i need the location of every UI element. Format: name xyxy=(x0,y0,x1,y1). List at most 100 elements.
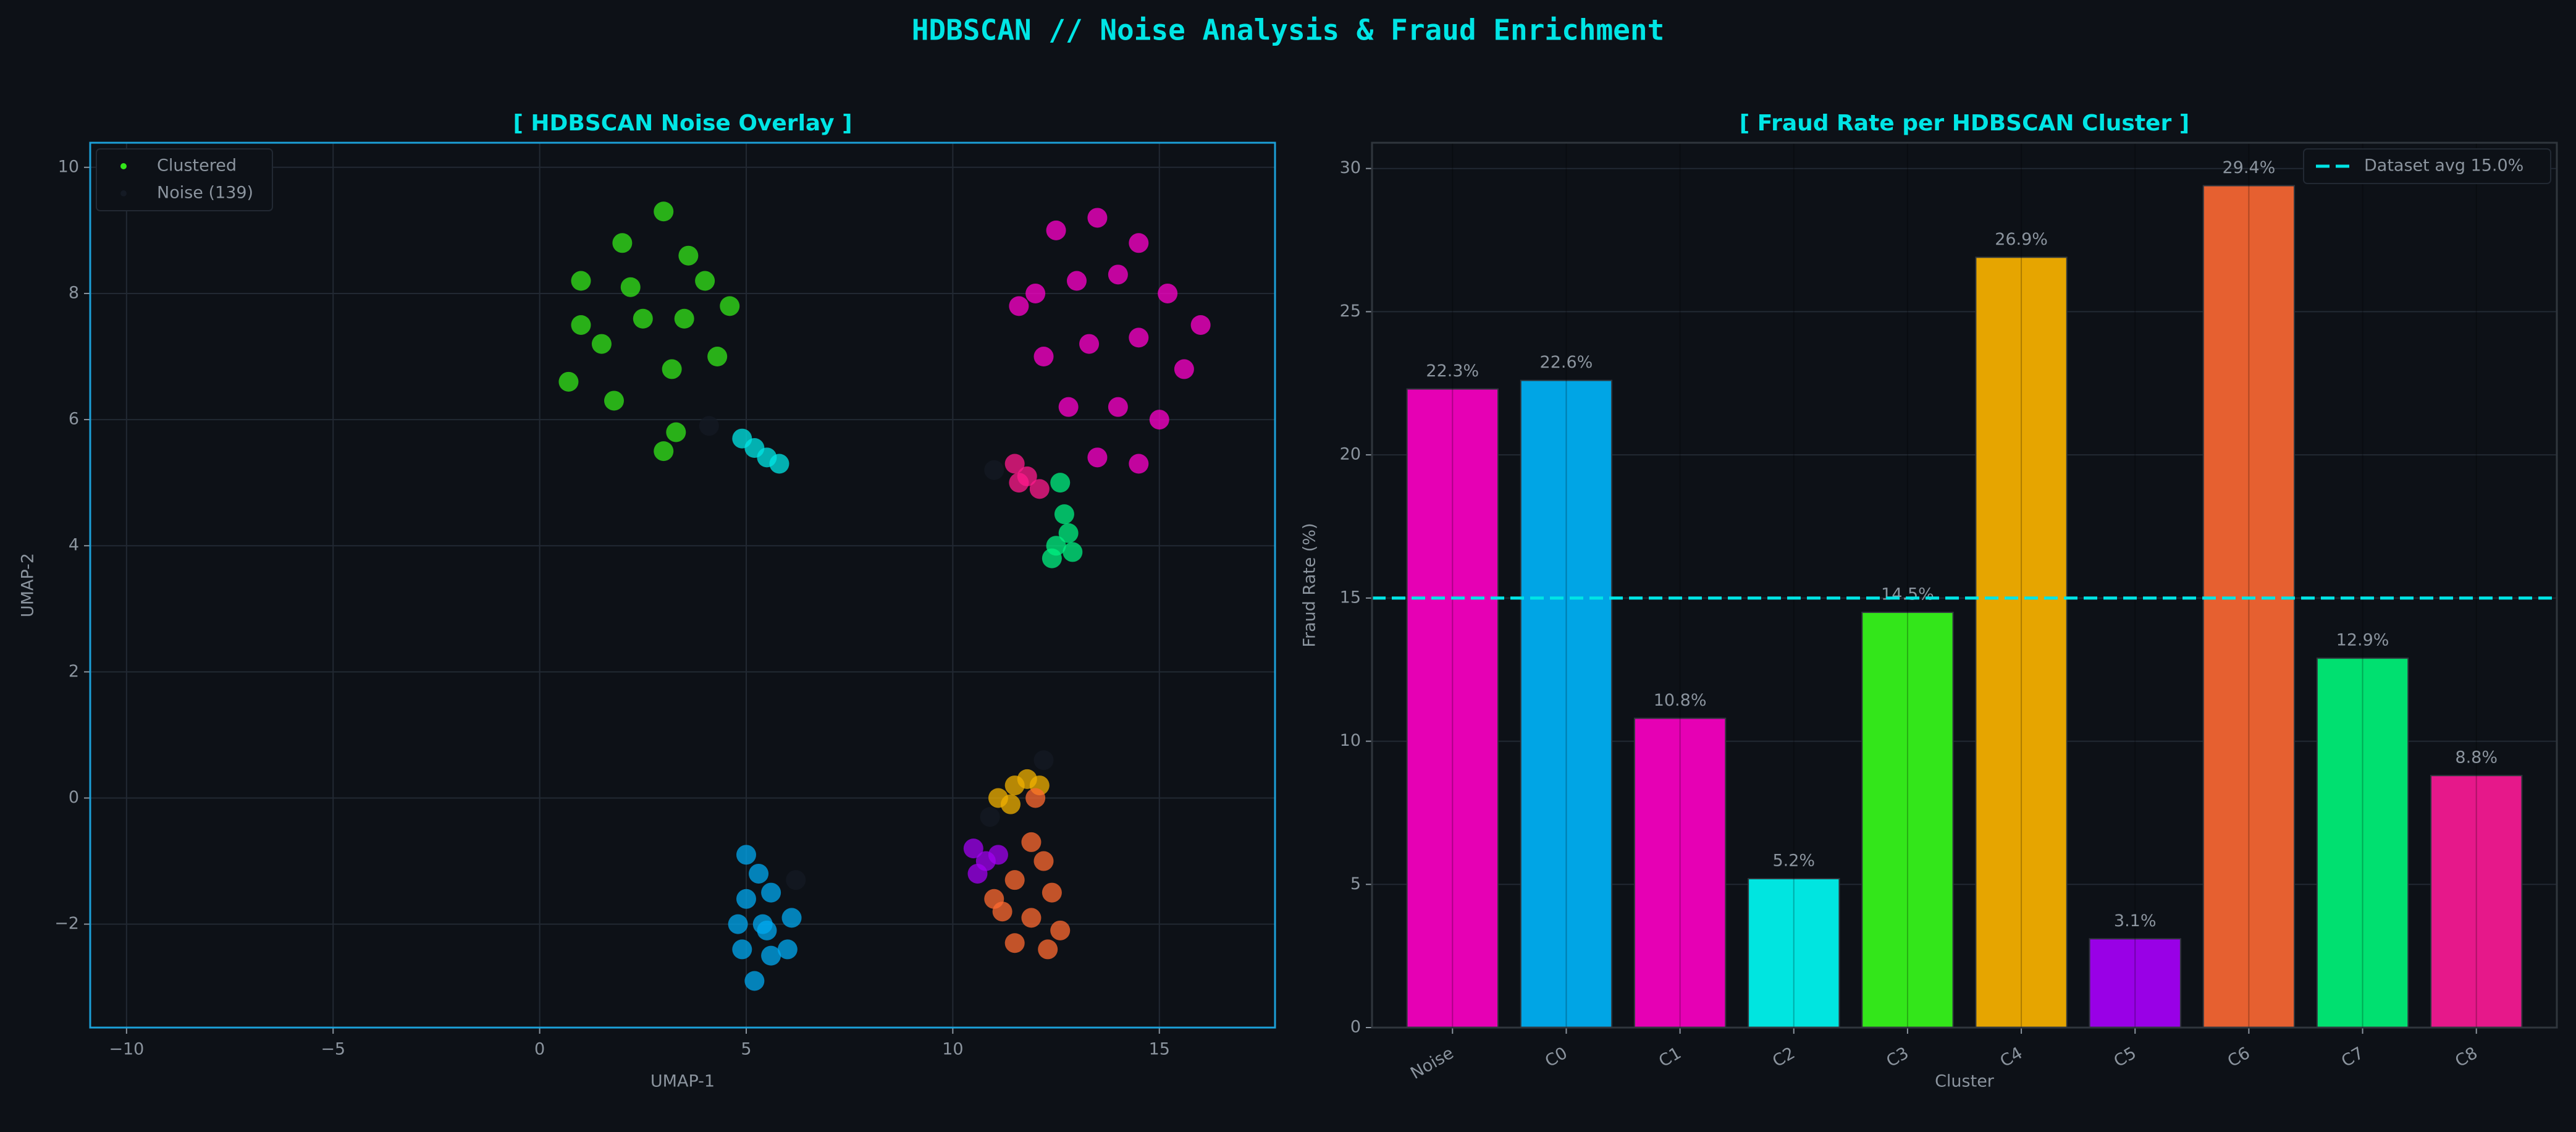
bar xyxy=(1633,717,1727,1028)
point xyxy=(769,454,789,474)
y-tick-label: 20 xyxy=(1340,445,1361,464)
point xyxy=(1004,870,1025,890)
point xyxy=(1042,548,1062,568)
point xyxy=(1046,220,1066,240)
point xyxy=(678,245,699,266)
plot-border xyxy=(1371,142,2558,1029)
point xyxy=(591,334,612,354)
point xyxy=(571,271,591,291)
x-tick-label: −10 xyxy=(109,1040,144,1059)
y-tick-label: −2 xyxy=(54,914,79,933)
x-tick-label: 15 xyxy=(1149,1040,1170,1059)
point xyxy=(1009,296,1029,316)
value-label: 22.6% xyxy=(1540,353,1593,372)
point xyxy=(736,889,756,909)
point xyxy=(1009,473,1029,493)
bar xyxy=(1975,256,2068,1028)
value-label: 26.9% xyxy=(1995,230,2048,249)
y-tick-label: 0 xyxy=(1350,1018,1361,1037)
y-tick-label: 5 xyxy=(1350,874,1361,893)
point xyxy=(666,422,686,442)
legend-marker xyxy=(120,163,127,169)
point xyxy=(558,371,579,392)
bar xyxy=(2089,938,2181,1028)
point xyxy=(1042,882,1062,903)
point xyxy=(1050,473,1071,493)
value-label: 10.8% xyxy=(1654,691,1707,710)
bar xyxy=(1406,388,1499,1028)
point xyxy=(674,308,694,329)
y-tick-label: 0 xyxy=(69,788,79,807)
bar xyxy=(2202,185,2296,1029)
point xyxy=(967,863,988,884)
point xyxy=(744,971,765,991)
point xyxy=(963,838,983,859)
point xyxy=(732,939,752,960)
value-label: 29.4% xyxy=(2223,158,2276,177)
point xyxy=(620,277,641,297)
point xyxy=(988,845,1008,865)
y-axis-label: UMAP-2 xyxy=(19,553,38,617)
point xyxy=(720,296,740,316)
legend-label: Noise (139) xyxy=(157,184,253,203)
point xyxy=(1033,750,1054,771)
value-label: 5.2% xyxy=(1772,851,1815,871)
y-tick-label: 30 xyxy=(1340,158,1361,177)
point xyxy=(699,416,719,436)
point xyxy=(1108,264,1128,285)
y-tick-label: 15 xyxy=(1340,588,1361,607)
point xyxy=(786,870,806,890)
value-label: 3.1% xyxy=(2114,911,2157,931)
bar xyxy=(2316,657,2409,1029)
point xyxy=(1129,233,1149,253)
point xyxy=(654,201,674,222)
plot-title: [ HDBSCAN Noise Overlay ] xyxy=(513,111,852,136)
point xyxy=(736,845,756,865)
point xyxy=(695,271,715,291)
point xyxy=(1025,283,1046,303)
point xyxy=(1129,327,1149,348)
x-tick-label: 5 xyxy=(741,1040,751,1059)
point xyxy=(1066,271,1087,291)
legend-marker xyxy=(120,190,127,196)
point xyxy=(1021,908,1042,928)
point xyxy=(757,920,777,940)
bar xyxy=(1520,379,1613,1029)
point xyxy=(749,863,769,884)
figure-title: HDBSCAN // Noise Analysis & Fraud Enrich… xyxy=(912,14,1665,47)
y-tick-label: 8 xyxy=(69,283,79,302)
y-tick-label: 2 xyxy=(69,662,79,681)
point xyxy=(761,882,781,903)
point xyxy=(984,889,1004,909)
legend-label: Clustered xyxy=(157,156,237,175)
y-tick-label: 6 xyxy=(69,410,79,429)
bar xyxy=(1748,878,1840,1029)
point xyxy=(1158,283,1178,303)
point xyxy=(1149,410,1169,430)
plot-title: [ Fraud Rate per HDBSCAN Cluster ] xyxy=(1740,111,2189,136)
point xyxy=(1129,454,1149,474)
y-tick-label: 10 xyxy=(58,157,79,176)
point xyxy=(761,945,781,966)
point xyxy=(781,908,802,928)
x-axis-label: UMAP-1 xyxy=(650,1072,715,1091)
point xyxy=(654,441,674,462)
point xyxy=(1079,334,1100,354)
plot-area xyxy=(90,143,1275,1028)
x-axis-label: Cluster xyxy=(1935,1072,1995,1091)
y-tick-label: 25 xyxy=(1340,302,1361,321)
point xyxy=(777,939,798,960)
value-label: 8.8% xyxy=(2455,748,2498,767)
x-tick-label: 10 xyxy=(942,1040,963,1059)
plot-border xyxy=(89,142,1276,1029)
point xyxy=(1025,788,1046,808)
point xyxy=(707,347,728,367)
bar xyxy=(2430,775,2523,1029)
point xyxy=(1004,933,1025,953)
point xyxy=(1033,851,1054,871)
point xyxy=(1029,479,1050,499)
point xyxy=(984,460,1004,480)
point xyxy=(1063,542,1083,562)
point xyxy=(1021,832,1042,852)
